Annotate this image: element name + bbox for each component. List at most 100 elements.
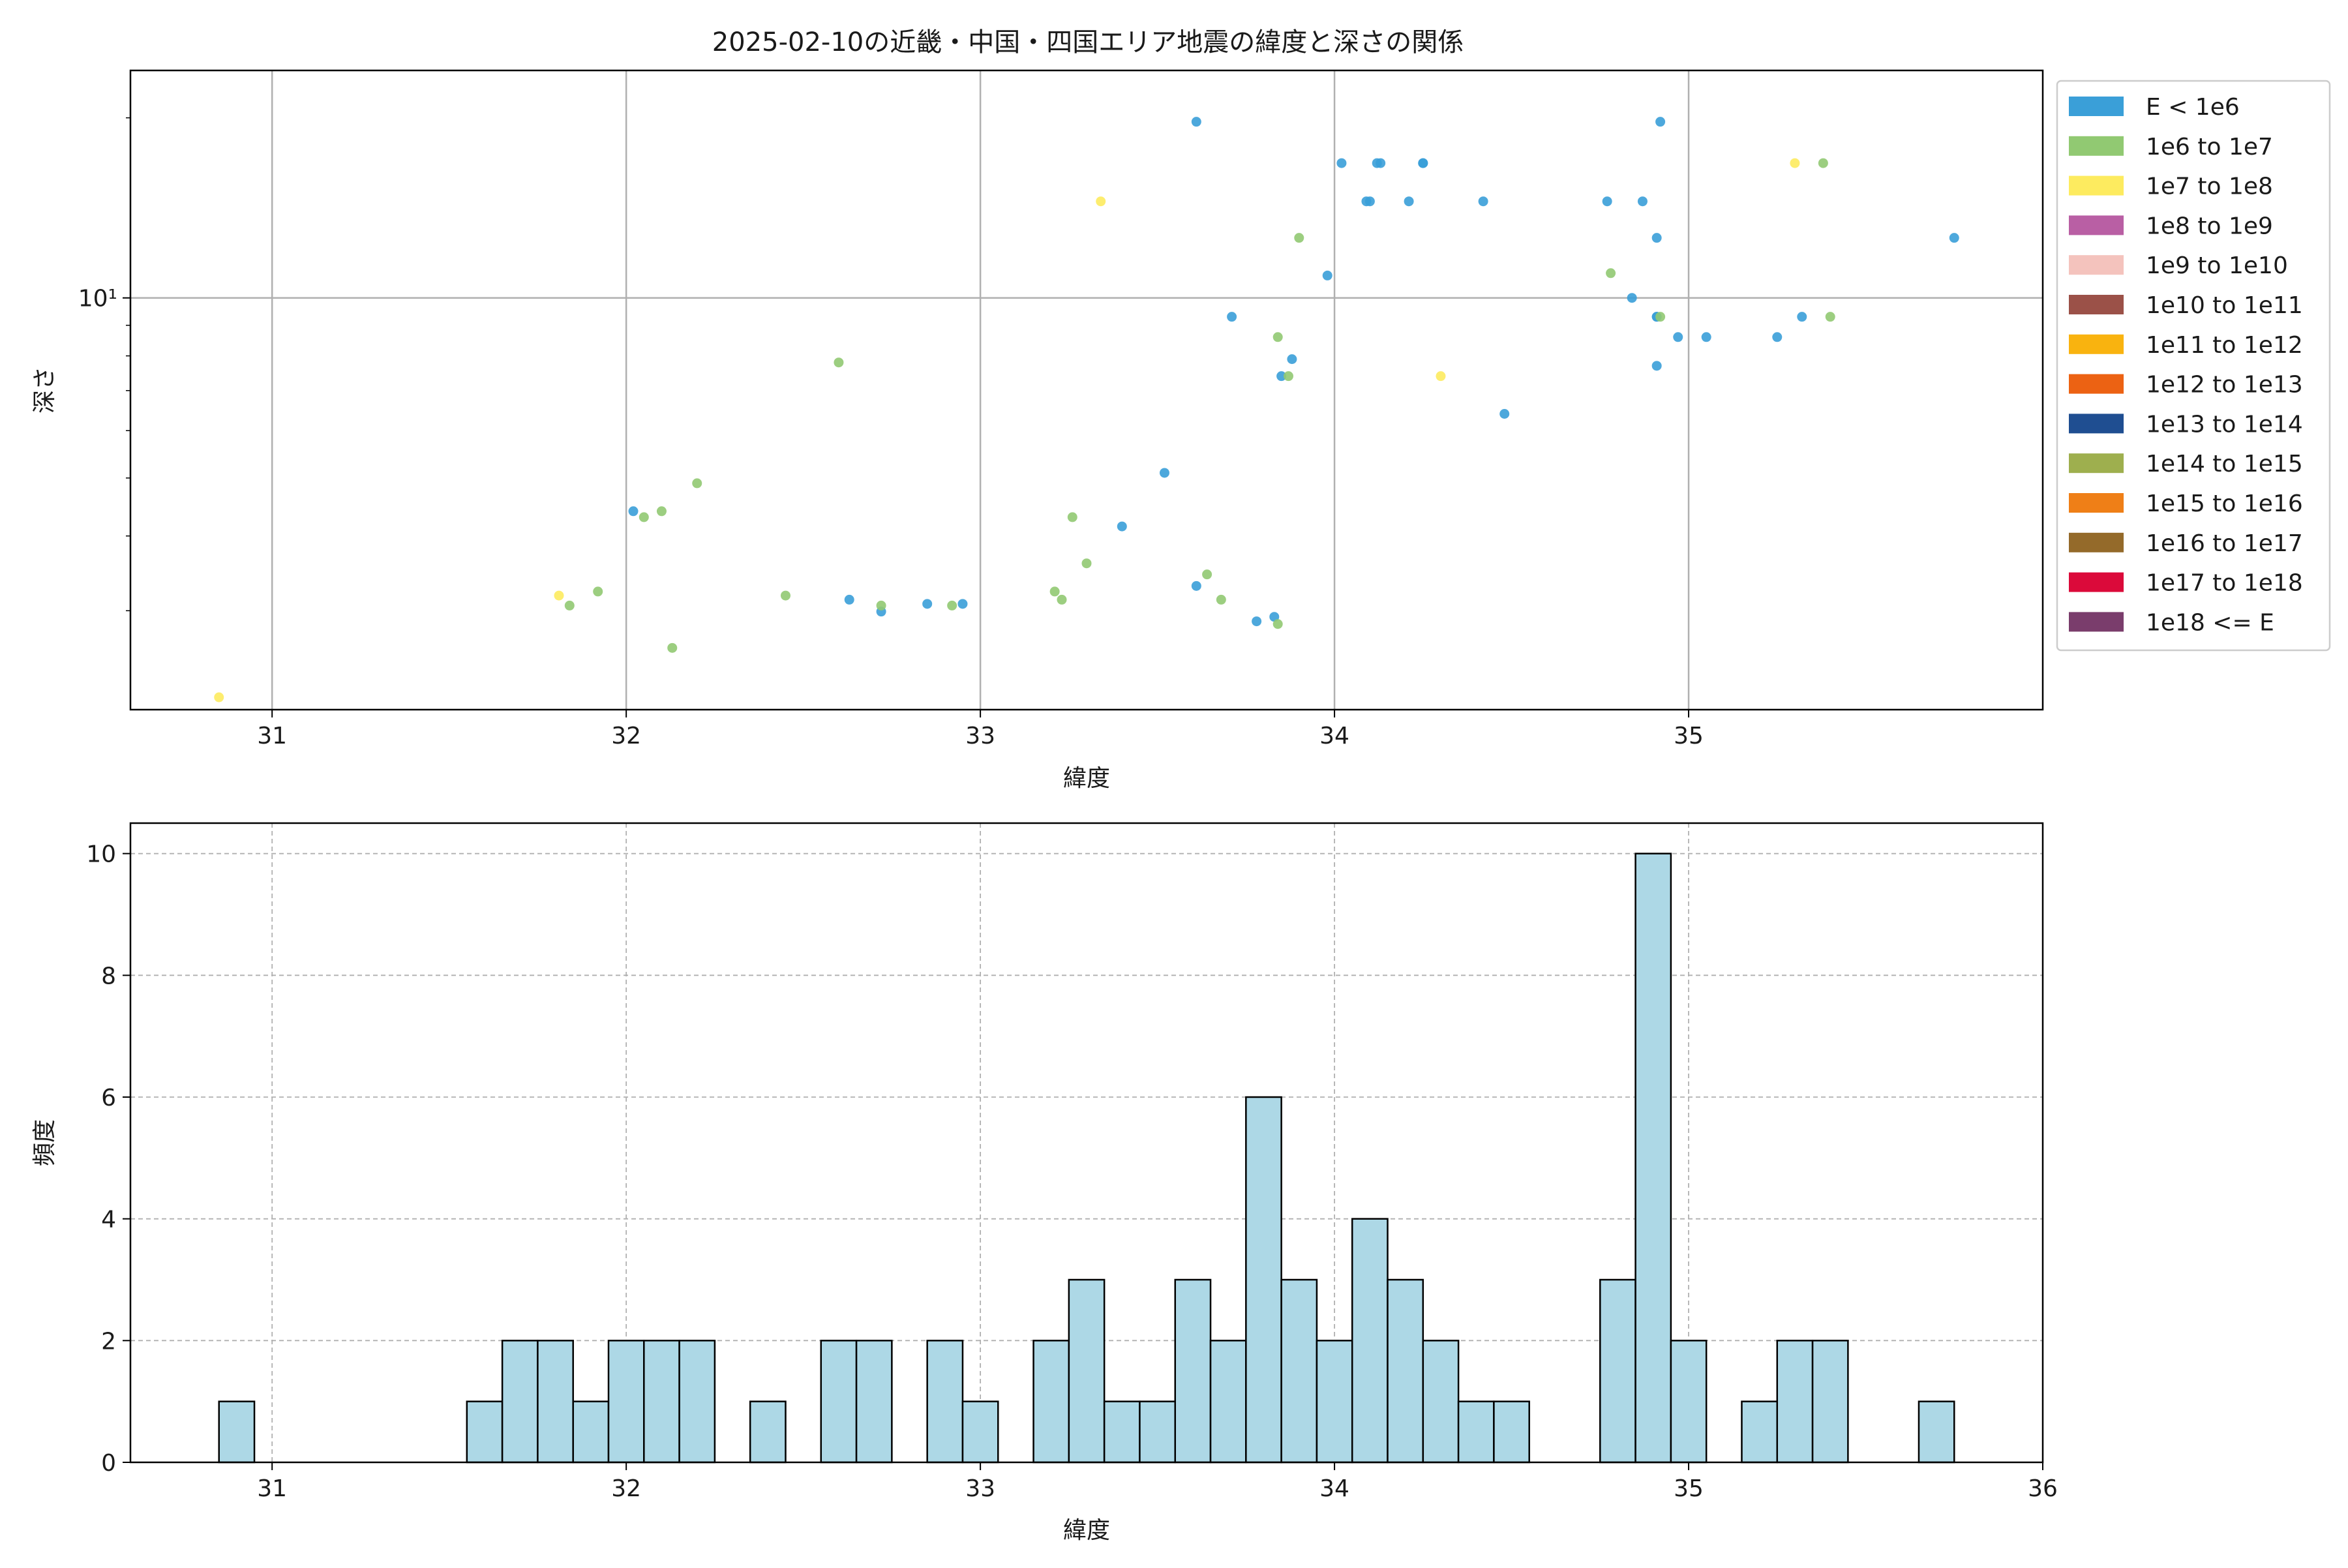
histogram-bar [1139,1400,1176,1464]
scatter-point [1949,233,1959,243]
scatter-point [1818,158,1828,168]
legend-label: 1e16 to 1e17 [2146,530,2303,557]
scatter-point [692,478,702,489]
scatter-point [1418,158,1428,168]
legend-label: 1e15 to 1e16 [2146,490,2303,517]
legend-label: 1e7 to 1e8 [2146,173,2273,200]
legend-swatch [2069,255,2124,275]
scatter-point [1272,332,1283,342]
histogram-bar [218,1400,256,1464]
scatter-point [1216,594,1226,605]
legend-swatch [2069,175,2124,196]
scatter-point [1283,371,1293,382]
scatter-point [1651,233,1662,243]
histogram-bar [855,1340,893,1464]
legend: E < 1e6 1e6 to 1e7 1e7 to 1e8 1e8 to 1e9 1e9… [2056,80,2331,652]
scatter-y-axis-label: 深さ [31,367,58,414]
histogram-bar [1245,1096,1282,1464]
scatter-gridlines [130,70,2043,710]
histogram-bar [1811,1340,1849,1464]
scatter-point [564,600,575,611]
scatter-point [1049,586,1060,597]
histogram-bar [607,1340,645,1464]
scatter-point [639,512,649,522]
histogram-y-tick-label: 10 [86,841,116,868]
legend-swatch [2069,532,2124,552]
histogram-bar [1776,1340,1814,1464]
scatter-point [1202,569,1212,580]
scatter-point [554,590,564,601]
scatter-point [1117,521,1127,532]
scatter-points [214,117,1959,702]
legend-swatch [2069,414,2124,434]
scatter-point [876,600,886,611]
scatter-point [667,642,678,653]
legend-label: 1e8 to 1e9 [2146,213,2273,239]
scatter-point [1336,158,1347,168]
scatter-point [1191,117,1201,127]
histogram-y-tick-label: 6 [101,1085,116,1111]
legend-label: 1e17 to 1e18 [2146,570,2303,597]
histogram-bar [1387,1278,1424,1464]
scatter-point [780,590,790,601]
scatter-point [947,600,957,611]
histogram-bar [501,1340,539,1464]
histogram-bar [537,1340,574,1464]
histogram-bar [1174,1278,1212,1464]
scatter-point [1294,233,1304,243]
scatter-point [834,357,844,368]
histogram-panel: 31 32 33 34 35 36 0 2 4 6 8 10 緯度 頻度 [31,822,2058,1544]
legend-swatch [2069,374,2124,394]
legend-swatch [2069,215,2124,235]
histogram-bar [820,1340,858,1464]
histogram-y-axis-label: 頻度 [31,1119,58,1166]
histogram-x-axis-label: 緯度 [1063,1517,1110,1544]
histogram-bar [1634,852,1672,1464]
histogram-bar [1741,1400,1779,1464]
scatter-point [1159,468,1169,478]
histogram-bar [961,1400,999,1464]
scatter-point [1191,580,1201,591]
legend-label: 1e13 to 1e14 [2146,411,2303,438]
histogram-bar [1457,1400,1495,1464]
scatter-point [1364,196,1375,207]
scatter-point [1287,354,1297,365]
scatter-point [593,586,603,597]
histogram-x-tick-label: 32 [611,1475,641,1502]
scatter-x-axis-label: 緯度 [1063,765,1110,792]
scatter-point [1272,619,1283,629]
scatter-point [656,506,667,517]
histogram-bar [572,1400,610,1464]
scatter-point [1673,332,1683,342]
scatter-point [1096,196,1106,207]
scatter-y-tick-label: 10¹ [78,286,117,312]
legend-label: 1e10 to 1e11 [2146,292,2303,319]
histogram-bars [218,852,1955,1464]
scatter-point [1436,371,1446,382]
legend-label: 1e18 <= E [2146,609,2274,636]
scatter-point [1067,512,1077,522]
legend-swatch [2069,295,2124,314]
scatter-point [1825,312,1835,322]
scatter-point [844,594,854,605]
scatter-point [1276,371,1287,382]
histogram-ticks: 31 32 33 34 35 36 0 2 4 6 8 10 [86,841,2058,1502]
histogram-plot-area [129,822,2044,1464]
histogram-bar [1103,1400,1141,1464]
legend-label: 1e11 to 1e12 [2146,332,2303,359]
histogram-bar [1280,1278,1318,1464]
scatter-point [1227,312,1237,322]
scatter-point [1081,558,1092,569]
scatter-point [214,692,224,702]
scatter-point [1790,158,1800,168]
legend-swatch [2069,334,2124,354]
legend-swatch [2069,453,2124,474]
histogram-bar [1316,1340,1353,1464]
scatter-point [1701,332,1711,342]
scatter-panel: 2025-02-10の近畿・中国・四国エリア地震の緯度と深さの関係 31 32 33… [31,27,2044,792]
scatter-point [1797,312,1807,322]
scatter-x-tick-label: 31 [257,723,287,749]
